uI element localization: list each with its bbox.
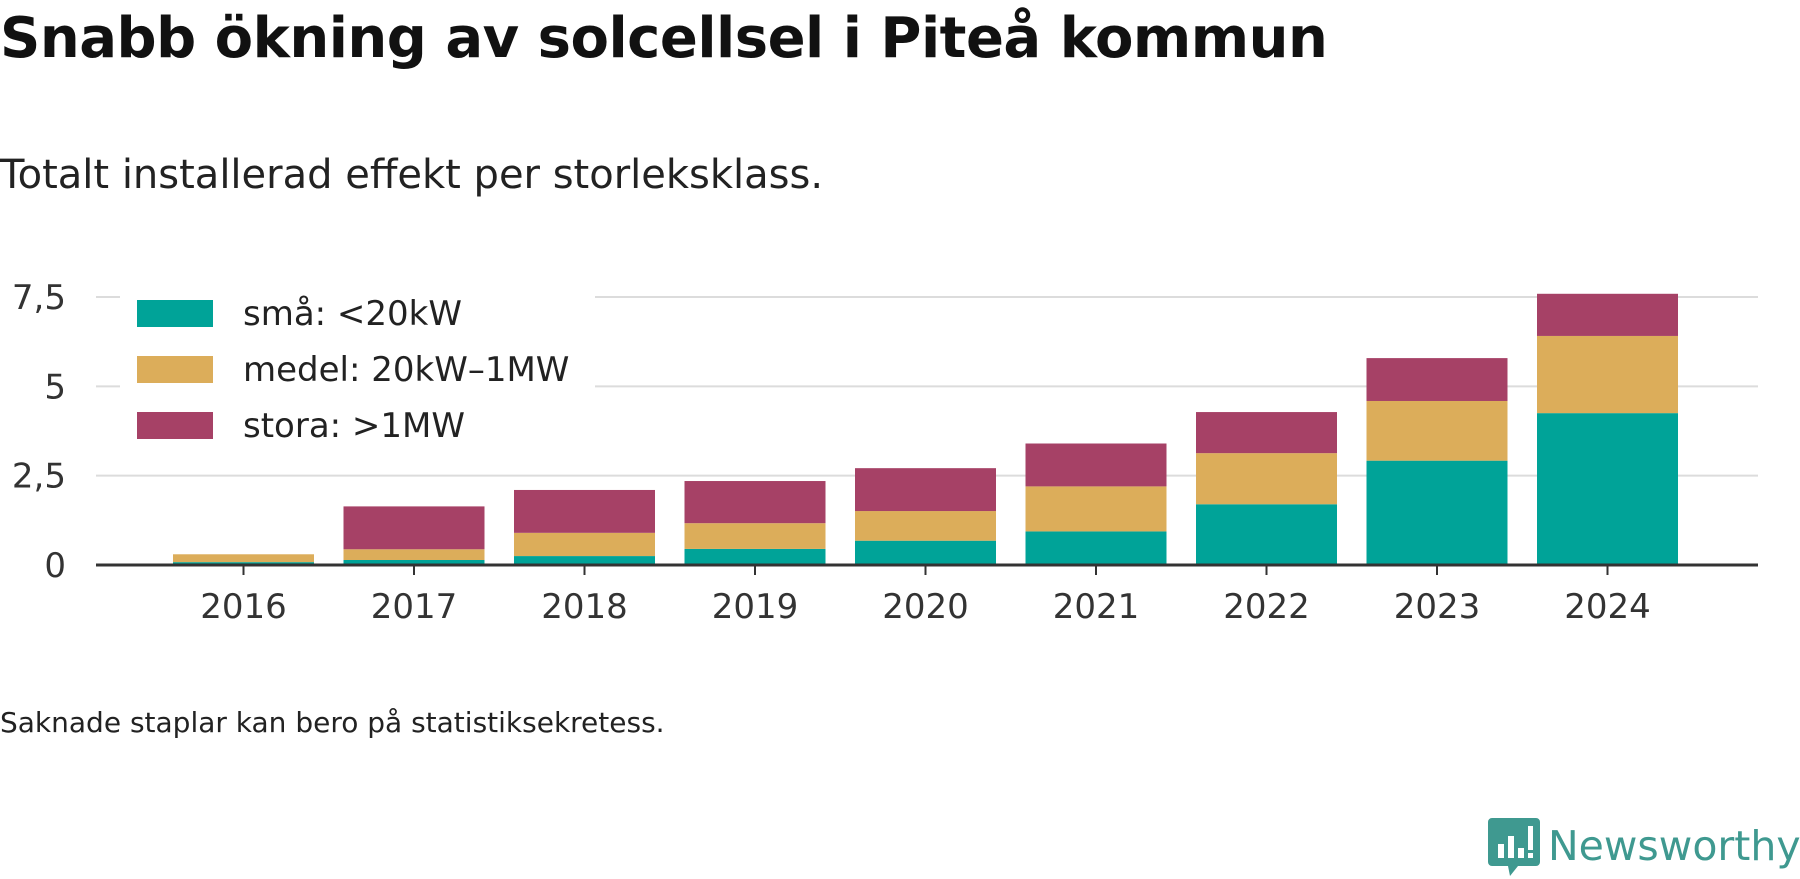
newsworthy-logo-icon <box>1488 818 1540 876</box>
x-tick-label: 2020 <box>882 587 969 627</box>
bar-segment <box>1537 335 1678 414</box>
x-tick-label: 2016 <box>200 587 287 627</box>
bar-segment <box>1025 486 1167 532</box>
legend-swatch <box>137 300 213 327</box>
legend-label: medel: 20kW–1MW <box>243 350 569 390</box>
bar-segment <box>684 548 826 565</box>
bar-segment <box>514 489 655 533</box>
x-tick-label: 2018 <box>541 587 628 627</box>
bar-segment <box>343 559 485 565</box>
y-tick-label: 5 <box>44 367 66 407</box>
bar-segment <box>855 540 996 565</box>
bar-segment <box>514 556 655 565</box>
y-tick-label: 0 <box>44 546 66 586</box>
bar-segment <box>1537 413 1678 565</box>
chart-title: Snabb ökning av solcellsel i Piteå kommu… <box>0 6 1328 71</box>
newsworthy-brand: Newsworthy <box>1488 818 1800 878</box>
bar-segment <box>343 549 485 560</box>
bar-segment <box>1196 412 1337 454</box>
footnote: Saknade staplar kan bero på statistiksek… <box>0 706 665 739</box>
bar-segment <box>855 468 996 512</box>
chart-subtitle: Totalt installerad effekt per storlekskl… <box>0 152 824 198</box>
bar-segment <box>1196 504 1337 565</box>
bar-segment <box>684 481 826 524</box>
bar-segment <box>1025 531 1167 565</box>
bar-segment <box>1366 460 1508 565</box>
y-tick-label: 2,5 <box>12 457 66 497</box>
bar-segment <box>1366 358 1508 401</box>
bar-segment <box>343 506 485 550</box>
x-tick-label: 2023 <box>1394 587 1481 627</box>
legend-label: små: <20kW <box>243 294 462 334</box>
y-tick-label: 7,5 <box>12 278 66 318</box>
x-tick-label: 2017 <box>371 587 458 627</box>
bar-segment <box>1366 400 1508 461</box>
legend-swatch <box>137 412 213 439</box>
legend-label: stora: >1MW <box>243 406 465 446</box>
x-tick-label: 2022 <box>1223 587 1310 627</box>
bar-segment <box>1025 443 1167 487</box>
x-tick-label: 2019 <box>712 587 799 627</box>
bar-segment <box>855 511 996 541</box>
bar-segment <box>514 532 655 557</box>
bar-segment <box>1537 293 1678 336</box>
brand-name: Newsworthy <box>1548 822 1800 870</box>
x-tick-label: 2024 <box>1564 587 1651 627</box>
bar-segment <box>1196 453 1337 505</box>
legend-swatch <box>137 356 213 383</box>
bar-segment <box>173 554 314 563</box>
x-tick-label: 2021 <box>1053 587 1140 627</box>
bar-segment <box>684 523 826 549</box>
